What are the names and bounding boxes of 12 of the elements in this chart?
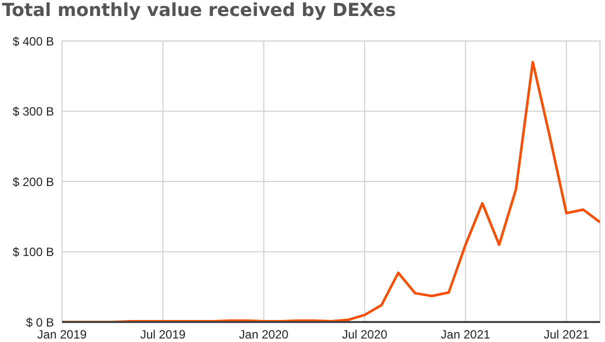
y-tick-label: $ 100 B — [12, 245, 54, 260]
y-tick-label: $ 400 B — [12, 34, 54, 48]
x-tick-label: Jul 2020 — [342, 328, 388, 342]
y-tick-label: $ 0 B — [26, 315, 54, 330]
chart-title: Total monthly value received by DEXes — [2, 0, 396, 21]
x-tick-label: Jan 2021 — [440, 328, 491, 342]
y-tick-label: $ 200 B — [12, 174, 54, 189]
y-tick-label: $ 300 B — [12, 104, 54, 119]
x-tick-label: Jul 2019 — [140, 328, 186, 342]
x-tick-label: Jan 2020 — [239, 328, 289, 342]
x-tick-label: Jul 2021 — [544, 328, 590, 342]
x-tick-label: Jan 2019 — [37, 328, 88, 342]
